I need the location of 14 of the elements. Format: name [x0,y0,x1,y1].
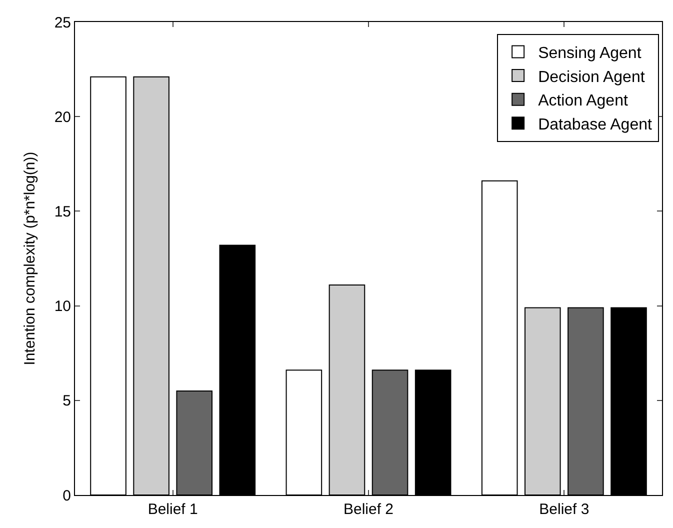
legend-label: Database Agent [538,116,652,134]
y-tick-label: 5 [62,392,71,410]
x-tick-label: Belief 1 [148,501,198,518]
x-tick-label: Belief 2 [343,501,394,518]
legend-label: Decision Agent [538,68,646,86]
legend-label: Sensing Agent [538,44,642,62]
legend-label: Action Agent [538,92,628,110]
y-tick-label: 10 [54,298,71,316]
y-tick-label: 25 [54,14,71,32]
y-axis-title: Intention complexity (p*n*log(n)) [22,152,39,366]
y-tick-label: 0 [62,487,71,504]
y-tick-label: 20 [54,108,71,126]
x-tick-label: Belief 3 [539,501,590,518]
y-tick-label: 15 [54,203,71,220]
